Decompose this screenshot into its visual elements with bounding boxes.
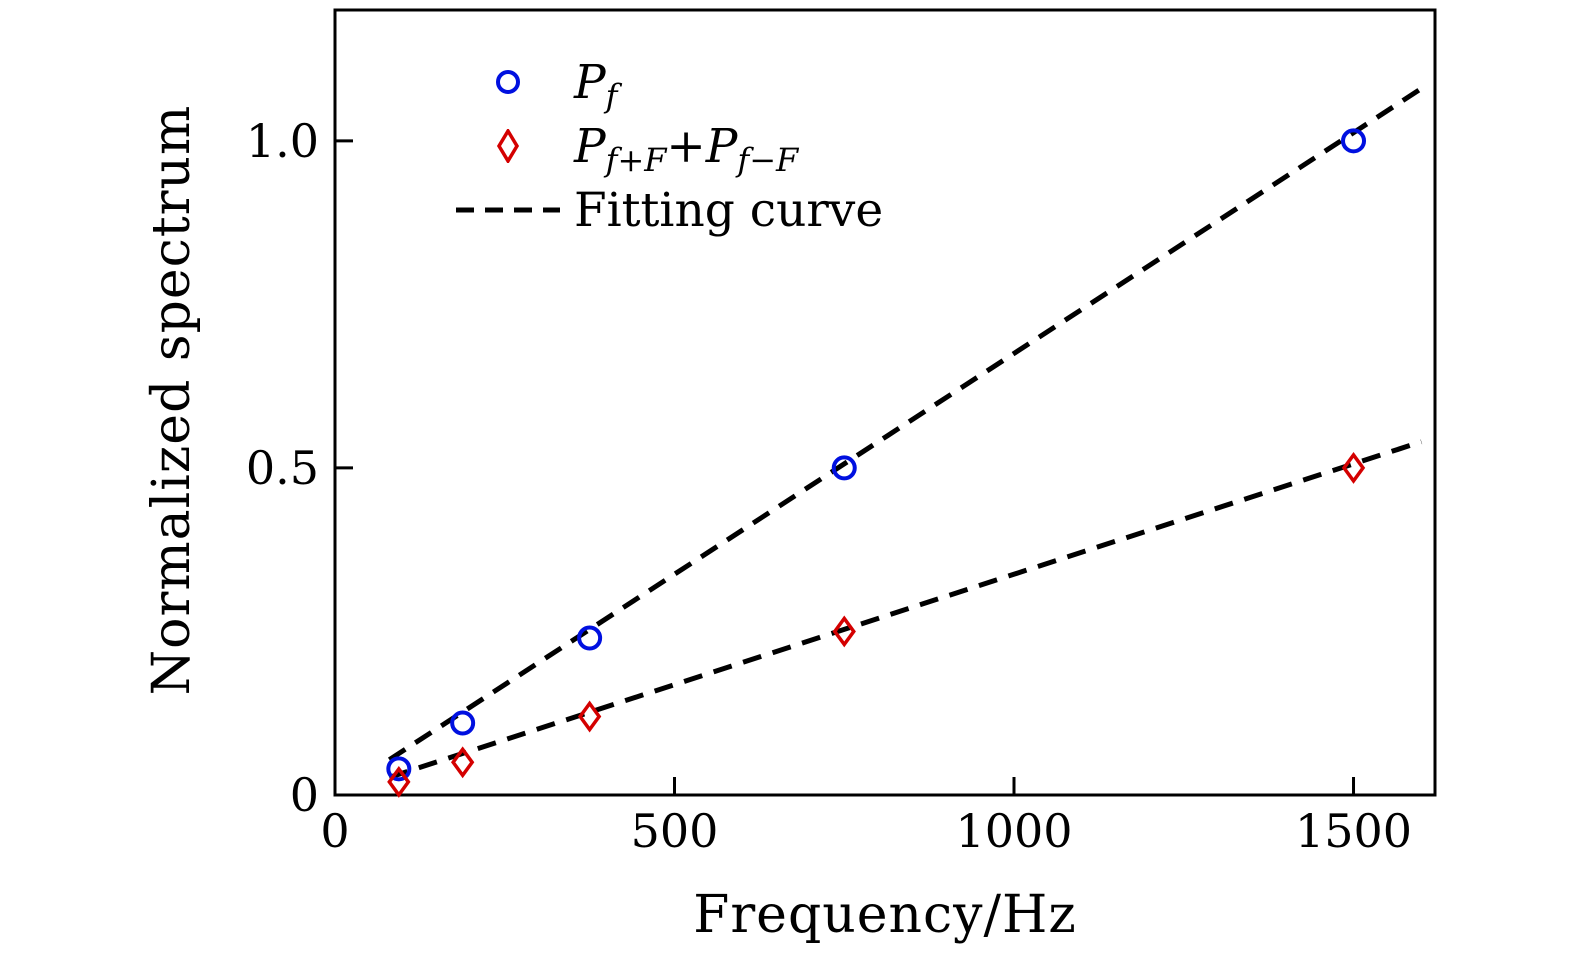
fit-line-1 bbox=[388, 439, 1423, 780]
legend-label-fit: Fitting curve bbox=[574, 182, 884, 238]
legend-sb-plus: + bbox=[666, 118, 706, 174]
x-tick-label: 1500 bbox=[1295, 804, 1412, 858]
y-tick-label: 1.0 bbox=[246, 114, 319, 168]
data-point-circle bbox=[1341, 128, 1367, 154]
legend-sb-base: P bbox=[574, 118, 606, 174]
data-point-diamond bbox=[387, 765, 411, 798]
y-tick-label: 0.5 bbox=[246, 441, 319, 495]
diamond-marker-icon bbox=[496, 129, 520, 163]
y-axis-title: Normalized spectrum bbox=[142, 104, 202, 696]
legend-pf-sub: f bbox=[605, 76, 618, 115]
plot-frame bbox=[333, 8, 1437, 797]
legend: Pf Pf+F+Pf−F Fitting curve bbox=[450, 50, 883, 242]
x-axis-title: Frequency/Hz bbox=[693, 885, 1077, 945]
legend-sb-base2: P bbox=[705, 118, 738, 174]
data-point-circle bbox=[577, 625, 603, 651]
legend-label-sidebands: Pf+F+Pf−F bbox=[566, 118, 798, 176]
legend-item-sidebands: Pf+F+Pf−F bbox=[450, 114, 883, 178]
legend-sb-sub2: f−F bbox=[737, 140, 799, 179]
circle-marker-icon bbox=[496, 70, 520, 94]
x-tick-label: 500 bbox=[631, 804, 719, 858]
dashed-line-icon bbox=[456, 207, 560, 213]
fit-line-0 bbox=[387, 86, 1423, 762]
legend-pf-base: P bbox=[574, 54, 606, 110]
data-point-diamond bbox=[450, 746, 475, 779]
legend-item-pf: Pf bbox=[450, 50, 883, 114]
data-point-circle bbox=[386, 756, 412, 782]
data-point-circle bbox=[450, 710, 476, 736]
data-point-circle bbox=[831, 455, 857, 481]
legend-marker-cell bbox=[450, 67, 566, 97]
x-tick-label: 0 bbox=[320, 804, 349, 858]
legend-sb-sub: f+F bbox=[605, 140, 667, 179]
y-tick-label: 0 bbox=[290, 768, 319, 822]
data-point-diamond bbox=[832, 615, 856, 648]
legend-item-fit: Fitting curve bbox=[450, 178, 883, 242]
legend-marker-cell bbox=[450, 206, 566, 214]
data-point-diamond bbox=[577, 700, 602, 733]
legend-marker-cell bbox=[450, 129, 566, 163]
legend-label-pf: Pf bbox=[566, 54, 617, 112]
x-tick-label: 1000 bbox=[955, 804, 1072, 858]
data-point-diamond bbox=[1341, 451, 1366, 484]
